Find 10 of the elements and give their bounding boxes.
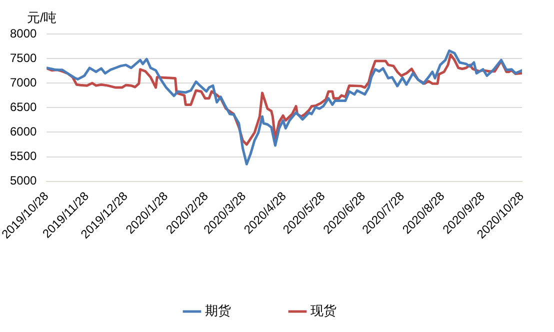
y-tick-label: 5500 (10, 149, 38, 164)
y-tick-label: 5000 (10, 174, 38, 188)
y-tick-label: 7500 (10, 50, 38, 65)
y-tick-label: 7000 (10, 75, 38, 90)
legend-label: 期货 (205, 303, 231, 318)
y-tick-label: 6000 (10, 124, 38, 139)
y-tick-label: 6500 (10, 100, 38, 114)
y-tick-label: 8000 (10, 26, 38, 40)
y-axis-title: 元/吨 (27, 10, 57, 25)
legend-label: 现货 (310, 303, 336, 318)
